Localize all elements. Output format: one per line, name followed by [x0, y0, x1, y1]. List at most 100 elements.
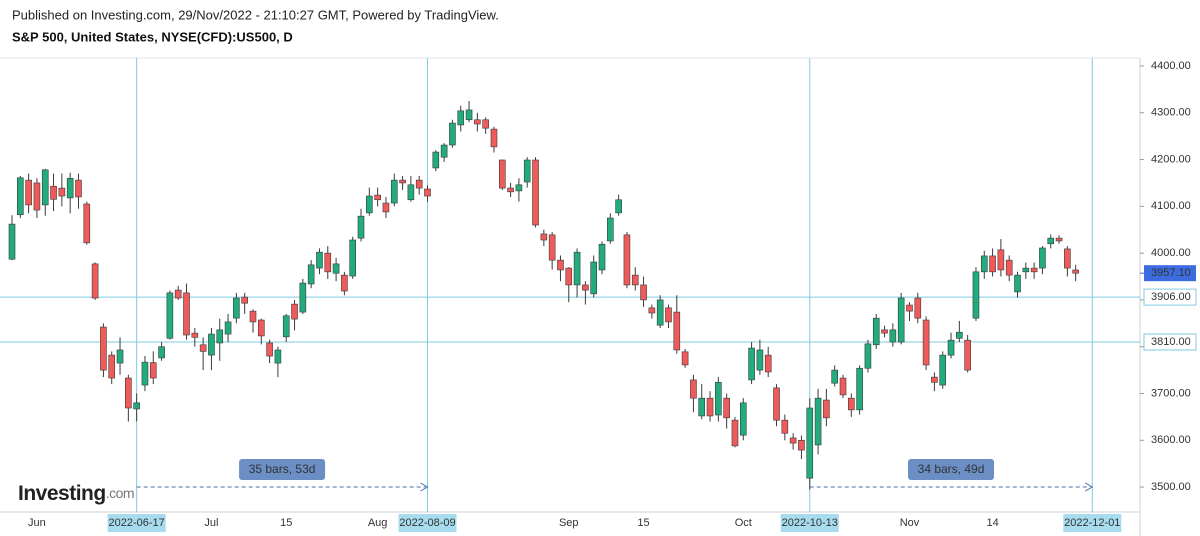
candle-body	[615, 199, 622, 214]
x-tick-label: Aug	[368, 517, 388, 529]
candle-body	[673, 311, 681, 351]
candle-body	[282, 315, 290, 338]
candle-body	[631, 274, 639, 286]
candle-body	[972, 271, 980, 319]
candle-body	[257, 319, 265, 337]
candle-body	[848, 397, 855, 411]
candle-body	[731, 419, 739, 447]
candle-body	[41, 169, 49, 206]
candle-body	[158, 346, 165, 359]
candle-body	[166, 292, 174, 339]
candle-body	[906, 304, 913, 312]
candle-body	[108, 354, 116, 379]
candle-body	[149, 362, 157, 379]
candle-body	[623, 234, 631, 286]
price-line-label: 3810.00	[1151, 336, 1191, 348]
candle-body	[956, 331, 963, 339]
candle-body	[141, 361, 149, 386]
x-highlight-box	[107, 514, 166, 532]
candle-body	[424, 188, 431, 197]
candle-body	[1072, 269, 1079, 274]
candle-body	[66, 177, 74, 199]
candle-body	[399, 179, 406, 184]
candle-body	[482, 119, 489, 129]
x-highlight-box	[1063, 514, 1122, 532]
candle-body	[199, 344, 207, 352]
candle-body	[490, 128, 498, 148]
candle-body	[648, 307, 656, 314]
candle-body	[931, 376, 938, 383]
range-arrow-head	[1085, 482, 1094, 492]
candle-body	[806, 407, 814, 479]
candle-body	[1022, 267, 1030, 273]
candle-body	[174, 289, 182, 299]
candle-body	[341, 274, 348, 292]
range-label: 35 bars, 53d	[249, 462, 316, 476]
x-tick-label: 2022-10-13	[782, 517, 838, 529]
candle-body	[1014, 274, 1021, 293]
candle-body	[872, 317, 880, 346]
candle-body	[922, 319, 930, 366]
candle-body	[706, 397, 714, 417]
candle-body	[116, 349, 124, 364]
x-highlight-box	[780, 514, 839, 532]
candle-body	[75, 179, 82, 198]
candle-body	[332, 263, 340, 274]
candle-body	[515, 184, 523, 192]
candle-body	[590, 261, 598, 295]
candle-body	[607, 217, 614, 242]
candle-body	[249, 310, 257, 323]
candle-body	[864, 343, 872, 369]
logo: Investing.com	[18, 482, 134, 505]
candle-body	[100, 326, 107, 371]
x-tick-label: 15	[637, 517, 649, 529]
y-tick-label: 3700.00	[1151, 387, 1191, 399]
candle-body	[208, 333, 215, 356]
candle-body	[233, 297, 240, 319]
candle-body	[349, 239, 357, 277]
candle-body	[989, 255, 996, 273]
candle-body	[474, 119, 481, 125]
candle-body	[17, 177, 24, 216]
candle-body	[781, 419, 789, 434]
candle-body	[748, 347, 755, 381]
candle-body	[390, 179, 398, 204]
candle-body	[50, 185, 57, 200]
candle-body	[897, 297, 905, 343]
candle-body	[1030, 267, 1038, 273]
candle-body	[91, 263, 99, 299]
candle-body	[1047, 237, 1055, 245]
candle-body	[565, 267, 573, 286]
candle-body	[407, 184, 415, 201]
x-tick-label: Jul	[204, 517, 218, 529]
candle-body	[690, 379, 697, 399]
last-price-box	[1144, 265, 1196, 282]
candle-body	[947, 339, 955, 356]
candle-body	[964, 339, 971, 371]
x-tick-label: 2022-06-17	[109, 517, 165, 529]
candle-body	[133, 402, 140, 410]
x-tick-label: 2022-12-01	[1064, 517, 1120, 529]
price-line-box	[1143, 333, 1197, 351]
published-note: Published on Investing.com, 29/Nov/2022 …	[12, 7, 499, 22]
candle-body	[216, 329, 224, 344]
y-tick-label: 4200.00	[1151, 153, 1191, 165]
candle-body	[839, 377, 847, 396]
y-tick-label: 4400.00	[1151, 60, 1191, 72]
candle-body	[573, 251, 581, 286]
logo-name: Investing	[18, 482, 106, 505]
candle-body	[125, 377, 132, 409]
candle-body	[449, 122, 456, 146]
candle-body	[798, 439, 805, 451]
y-tick-label: 4000.00	[1151, 247, 1191, 259]
candle-body	[582, 284, 589, 291]
candle-body	[8, 223, 16, 260]
candle-body	[980, 255, 988, 273]
candle-body	[789, 437, 797, 444]
candle-body	[83, 203, 91, 244]
candle-body	[889, 329, 897, 343]
candle-body	[1064, 248, 1071, 269]
candle-body	[856, 367, 863, 411]
